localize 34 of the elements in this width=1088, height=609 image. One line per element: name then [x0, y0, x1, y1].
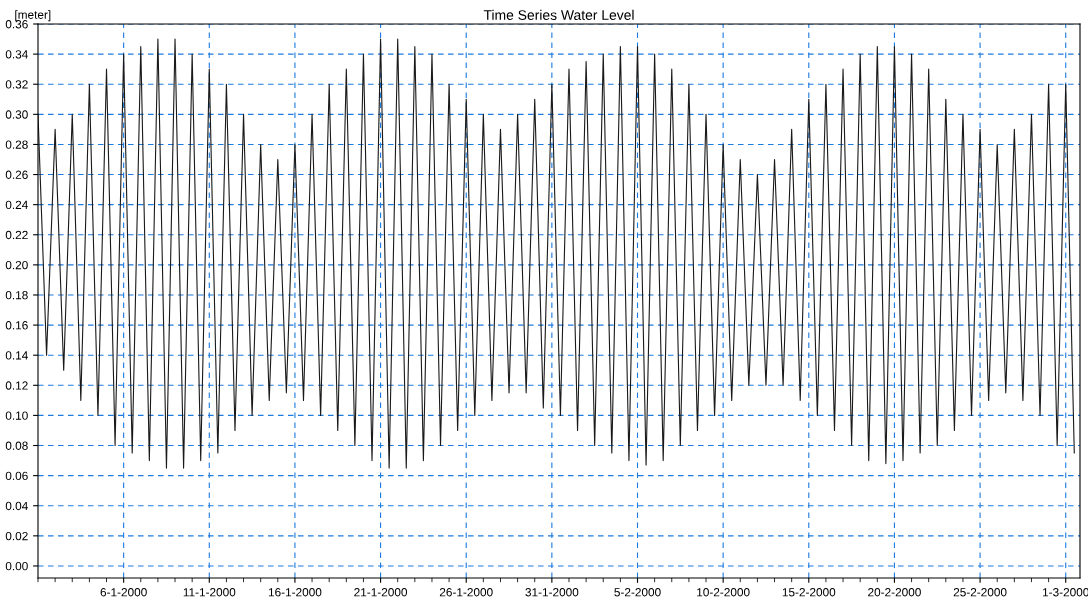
y-tick-label: 0.16 [5, 321, 28, 330]
x-tick-label: 26-1-2000 [439, 588, 493, 597]
x-tick-label: 11-1-2000 [183, 588, 236, 597]
line-series [38, 38, 1075, 469]
x-tick-label: 5-2-2000 [614, 588, 661, 597]
x-tick-label: 15-2-2000 [782, 588, 836, 597]
y-tick-label: 0.30 [5, 110, 28, 119]
y-tick-label: 0.32 [5, 80, 28, 89]
x-tick-label: 25-2-2000 [953, 588, 1007, 597]
x-tick-label: 10-2-2000 [697, 588, 750, 597]
x-tick-label: 1-3-2000 [1043, 588, 1088, 597]
y-tick-label: 0.22 [5, 230, 28, 240]
y-tick-label: 0.34 [5, 50, 28, 59]
x-tick-label: 6-1-2000 [100, 588, 147, 597]
y-tick-label: 0.08 [5, 441, 28, 450]
y-tick-label: 0.04 [5, 501, 28, 511]
x-tick-label: 20-2-2000 [868, 588, 921, 597]
x-tick-label: 21-1-2000 [354, 588, 408, 597]
y-tick-label: 0.24 [5, 200, 28, 210]
y-tick-label: 0.36 [5, 20, 28, 29]
y-tick-label: 0.12 [5, 381, 28, 390]
y-tick-label: 0.14 [5, 351, 28, 360]
x-tick-label: 16-1-2000 [268, 588, 322, 597]
y-tick-label: 0.00 [5, 561, 28, 571]
y-tick-label: 0.02 [5, 531, 28, 541]
chart-title: Time Series Water Level [483, 9, 634, 20]
y-tick-label: 0.10 [5, 411, 28, 420]
y-axis-title: [meter] [15, 10, 51, 22]
y-tick-label: 0.26 [5, 170, 28, 179]
y-tick-label: 0.06 [5, 471, 28, 481]
x-tick-label: 31-1-2000 [525, 588, 579, 597]
y-tick-label: 0.28 [5, 140, 28, 149]
y-tick-label: 0.20 [5, 260, 28, 270]
y-tick-label: 0.18 [5, 291, 28, 300]
